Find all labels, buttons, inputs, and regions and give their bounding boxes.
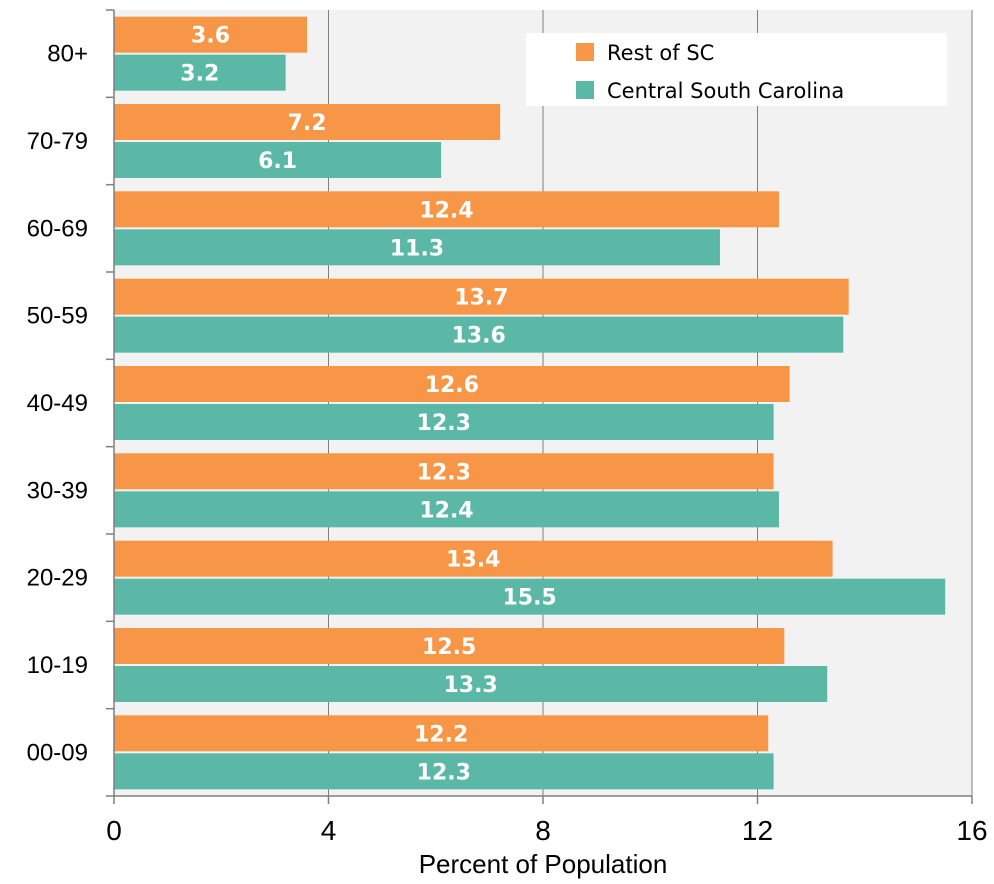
bar-rest-of-sc (114, 104, 501, 140)
category-label: 50-59 (27, 303, 88, 330)
data-label-central-south-carolina: 12.3 (417, 760, 471, 785)
bar-rest-of-sc (114, 278, 849, 315)
bar-rest-of-sc (114, 540, 833, 577)
bar-rest-of-sc (114, 366, 790, 402)
bars: 3.6 3.2 7.2 6.1 12.4 11.3 13.7 13.6 12.6 12.3 12.3… (114, 16, 946, 790)
data-label-rest-of-sc: 12.4 (419, 198, 473, 223)
bar-rest-of-sc (114, 453, 774, 490)
category-label: 00-09 (27, 739, 88, 766)
category-label: 80+ (47, 41, 88, 68)
legend-swatch-rest-of-sc (576, 43, 594, 61)
data-label-rest-of-sc: 3.6 (191, 24, 230, 49)
bar-rest-of-sc (114, 628, 785, 664)
bar-central-south-carolina (114, 578, 946, 615)
bar-rest-of-sc (114, 715, 769, 752)
legend: Rest of SC Central South Carolina (526, 33, 947, 106)
data-label-rest-of-sc: 7.2 (288, 111, 327, 136)
bar-central-south-carolina (114, 404, 774, 440)
data-label-central-south-carolina: 13.6 (452, 324, 506, 349)
x-axis-title: Percent of Population (419, 849, 668, 879)
data-label-central-south-carolina: 6.1 (258, 149, 297, 174)
bar-central-south-carolina (114, 491, 779, 528)
bar-rest-of-sc (114, 16, 308, 53)
bar-central-south-carolina (114, 316, 844, 353)
tick-labels: 0 4 8 12 16 80+ 70-79 60-69 50-59 40-49 30-39 20-29… (27, 9, 988, 846)
category-label: 10-19 (27, 652, 88, 679)
category-label: 60-69 (27, 215, 88, 242)
legend-box (526, 33, 947, 106)
x-tick-label: 4 (321, 815, 337, 846)
bar-central-south-carolina (114, 666, 828, 702)
data-label-central-south-carolina: 11.3 (390, 236, 444, 261)
data-label-rest-of-sc: 12.3 (417, 460, 471, 485)
data-label-rest-of-sc: 13.7 (454, 286, 508, 311)
data-label-central-south-carolina: 12.3 (417, 411, 471, 436)
x-tick-label: 8 (535, 815, 551, 846)
bar-central-south-carolina (114, 229, 720, 266)
legend-label-rest-of-sc: Rest of SC (607, 41, 714, 65)
bar-central-south-carolina (114, 142, 442, 178)
data-label-rest-of-sc: 13.4 (446, 548, 500, 573)
data-label-rest-of-sc: 12.2 (414, 722, 468, 747)
x-tick-label: 0 (106, 815, 122, 846)
category-label: 20-29 (27, 565, 88, 592)
legend-label-central-south-carolina: Central South Carolina (607, 79, 844, 103)
bar-central-south-carolina (114, 54, 286, 91)
data-label-rest-of-sc: 12.6 (425, 373, 479, 398)
x-tick-label: 16 (956, 815, 987, 846)
data-label-central-south-carolina: 13.3 (443, 673, 497, 698)
data-label-rest-of-sc: 12.5 (422, 635, 476, 660)
data-label-central-south-carolina: 3.2 (180, 62, 219, 87)
bar-rest-of-sc (114, 191, 779, 228)
category-label: 70-79 (27, 128, 88, 155)
x-tick-label: 12 (742, 815, 773, 846)
category-label: 40-49 (27, 390, 88, 417)
legend-swatch-central-south-carolina (576, 81, 594, 99)
gridlines (328, 10, 973, 796)
data-label-central-south-carolina: 12.4 (419, 498, 473, 523)
category-label: 30-39 (27, 477, 88, 504)
bar-central-south-carolina (114, 753, 774, 790)
data-label-central-south-carolina: 15.5 (502, 586, 556, 611)
